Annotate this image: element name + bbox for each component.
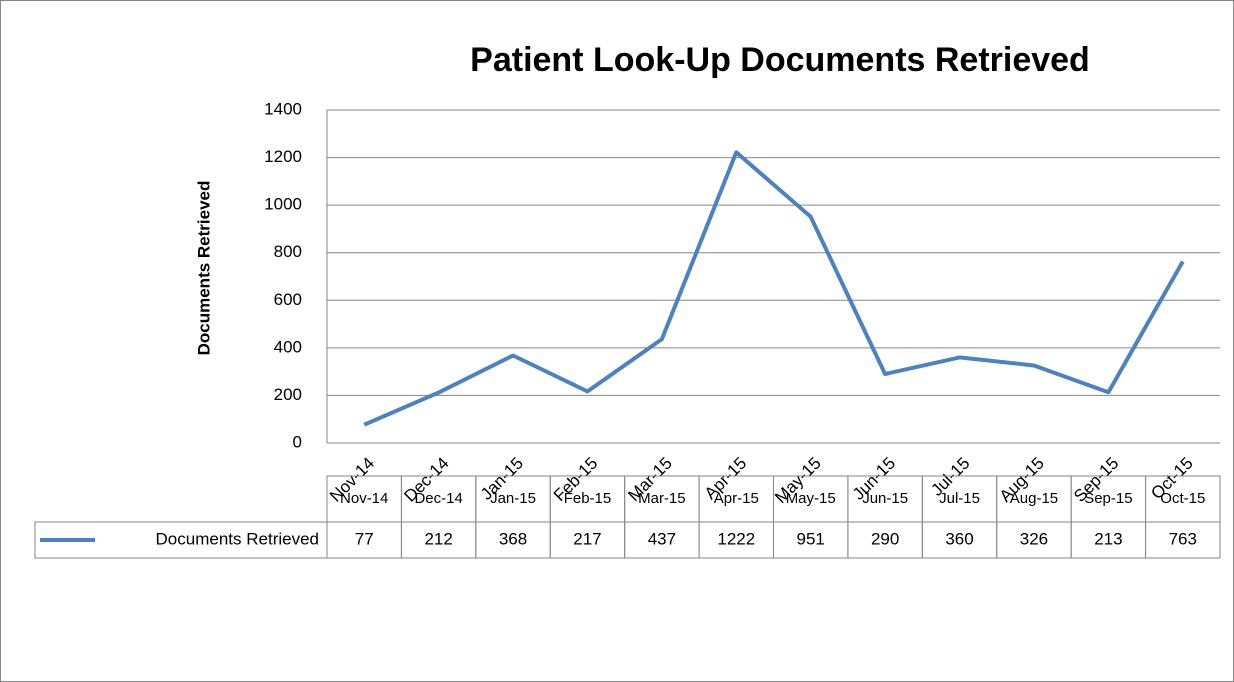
table-value: 1222 <box>717 529 755 548</box>
table-value: 368 <box>499 529 527 548</box>
table-header: Sep-15 <box>1084 490 1132 507</box>
table-header: Dec-14 <box>414 490 462 507</box>
y-tick-label: 800 <box>274 242 302 261</box>
table-header: Apr-15 <box>714 490 759 507</box>
table-header: Nov-14 <box>340 490 388 507</box>
chart-title: Patient Look-Up Documents Retrieved <box>470 41 1090 79</box>
y-tick-label: 1200 <box>264 147 302 166</box>
table-value: 290 <box>871 529 899 548</box>
table-cell <box>1145 521 1221 559</box>
y-axis-title: Documents Retrieved <box>194 181 213 356</box>
table-header: Jun-15 <box>862 490 908 507</box>
table-value: 360 <box>945 529 973 548</box>
y-tick-label: 1000 <box>264 195 302 214</box>
table-value: 217 <box>573 529 601 548</box>
table-header: Mar-15 <box>638 490 686 507</box>
table-header: Aug-15 <box>1010 490 1058 507</box>
y-tick-label: 0 <box>293 432 302 451</box>
table-value: 951 <box>797 529 825 548</box>
table-header: Feb-15 <box>564 490 612 507</box>
y-tick-label: 400 <box>274 337 302 356</box>
table-value: 77 <box>355 529 374 548</box>
table-value: 763 <box>1169 529 1197 548</box>
table-value: 326 <box>1020 529 1048 548</box>
y-tick-label: 200 <box>274 385 302 404</box>
table-value: 213 <box>1094 529 1122 548</box>
table-header: May-15 <box>786 490 836 507</box>
table-header: Jul-15 <box>939 490 980 507</box>
table-header: Oct-15 <box>1160 490 1205 507</box>
data-line <box>363 150 1185 427</box>
table-value: 212 <box>424 529 452 548</box>
legend-label: Documents Retrieved <box>156 529 319 548</box>
y-tick-label: 600 <box>274 290 302 309</box>
table-header: Jan-15 <box>490 490 536 507</box>
table-value: 437 <box>648 529 676 548</box>
y-tick-label: 1400 <box>264 99 302 118</box>
